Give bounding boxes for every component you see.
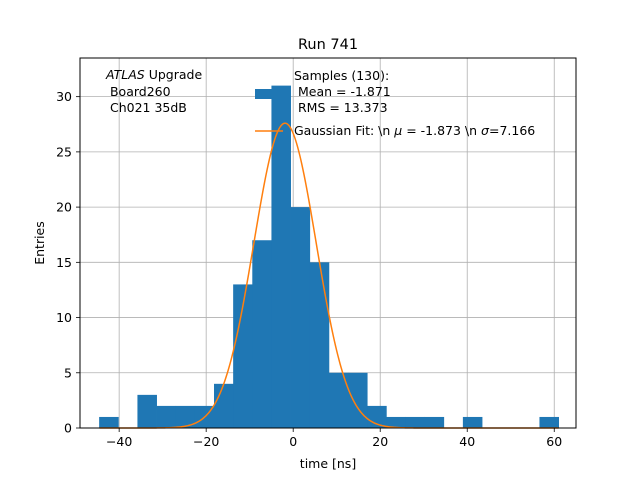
board-label: Board260 <box>106 84 171 99</box>
y-tick-label: 20 <box>56 200 72 215</box>
legend-fit-mu: μ <box>393 123 402 138</box>
histogram-bar <box>214 383 234 428</box>
legend-fit-mid: = -1.873 \n <box>402 123 481 138</box>
x-tick-label: 40 <box>459 434 475 449</box>
histogram-bar <box>309 262 330 428</box>
chart-title: Run 741 <box>298 37 358 53</box>
histogram-bar <box>137 394 157 428</box>
axis-ticks: −40 −20 0 20 40 60 0 5 10 15 20 25 30 <box>56 89 562 449</box>
legend-fit-sigma: σ <box>481 123 490 138</box>
histogram-bar <box>386 416 406 428</box>
legend-fit-prefix: Gaussian Fit: \n <box>294 123 394 138</box>
x-tick-label: −40 <box>106 434 132 449</box>
legend-samples-line-2: Mean = -1.871 <box>294 84 391 99</box>
x-tick-label: 20 <box>372 434 388 449</box>
legend-fit-suffix: =7.166 <box>489 123 535 138</box>
histogram-bar <box>424 416 445 428</box>
atlas-label: ATLAS Upgrade <box>105 67 202 82</box>
histogram-bar <box>271 85 291 428</box>
histogram-bar <box>233 284 253 428</box>
atlas-italic: ATLAS <box>105 67 145 82</box>
histogram-bars <box>99 85 559 428</box>
legend-samples-line-1: Samples (130): <box>294 68 389 83</box>
atlas-upgrade: Upgrade <box>145 67 203 82</box>
y-axis-label: Entries <box>32 221 47 265</box>
legend-fit-label: Gaussian Fit: \n μ = -1.873 \n σ=7.166 <box>294 123 535 138</box>
y-tick-label: 10 <box>56 310 72 325</box>
legend: Samples (130): Mean = -1.871 RMS = 13.37… <box>255 68 535 138</box>
channel-label: Ch021 35dB <box>106 100 187 115</box>
y-tick-label: 30 <box>56 89 72 104</box>
x-tick-label: 0 <box>289 434 297 449</box>
histogram-bar <box>539 416 559 428</box>
x-tick-label: 60 <box>546 434 562 449</box>
histogram-bar <box>328 372 349 428</box>
atlas-annotation: ATLAS Upgrade Board260 Ch021 35dB <box>105 67 202 115</box>
histogram-bar <box>290 207 311 428</box>
histogram-bar <box>99 416 119 428</box>
histogram-bar <box>348 372 368 428</box>
plot-frame <box>79 57 577 429</box>
y-tick-label: 5 <box>64 365 72 380</box>
legend-samples-line-3: RMS = 13.373 <box>294 100 388 115</box>
histogram-bar <box>156 405 177 428</box>
histogram-bar <box>405 416 425 428</box>
y-tick-label: 0 <box>64 421 72 436</box>
x-axis-label: time [ns] <box>300 456 356 471</box>
y-tick-label: 25 <box>56 144 72 159</box>
histogram-bar <box>462 416 483 428</box>
histogram-bar <box>175 405 196 428</box>
x-tick-label: −20 <box>193 434 219 449</box>
legend-samples-swatch <box>255 89 283 99</box>
y-tick-label: 15 <box>56 255 72 270</box>
histogram-bar <box>252 240 272 428</box>
